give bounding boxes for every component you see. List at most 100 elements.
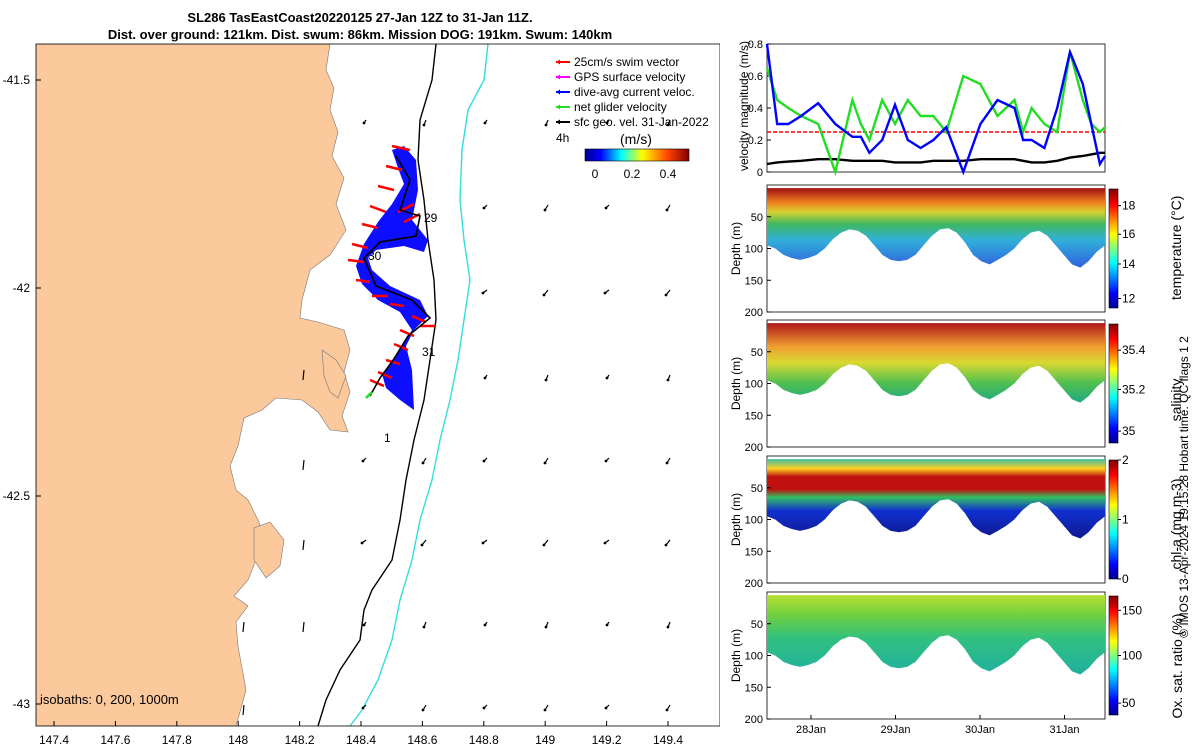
- legend-arrowhead: [556, 59, 560, 65]
- day-label: 31: [422, 345, 436, 359]
- geo-velocity-arrowhead: [605, 121, 609, 125]
- velocity-ytick-label: 0.8: [748, 39, 763, 51]
- geo-velocity-arrowhead: [482, 459, 486, 463]
- colorbar-tick-label: 16: [1122, 227, 1136, 241]
- lon-tick-label: 149.2: [592, 733, 622, 747]
- geo-velocity-arrowhead: [605, 623, 609, 627]
- section-ytick-label: 200: [745, 307, 763, 319]
- section-ylabel: Depth (m): [729, 357, 743, 410]
- day-label: 30: [368, 249, 382, 263]
- day-label: 1: [384, 431, 391, 445]
- colorbar-tick-label: 35.2: [1122, 382, 1146, 396]
- velocity-series-line: [765, 43, 1107, 176]
- glider-track-line: [363, 155, 432, 397]
- geo-velocity-arrowhead: [544, 378, 548, 382]
- section-ytick-label: 50: [751, 347, 763, 359]
- geo-velocity-arrowhead: [481, 541, 485, 545]
- colorbar-unit: (m/s): [620, 131, 652, 147]
- section-ytick-label: 100: [745, 515, 763, 527]
- colorbar-tick-label: 12: [1122, 291, 1136, 305]
- geo-velocity-arrowhead: [664, 543, 668, 547]
- isobaths-note: isobaths: 0, 200, 1000m: [40, 692, 179, 707]
- section-data-field: [767, 188, 1105, 268]
- lat-tick-label: -42: [13, 281, 31, 295]
- section-data-field: [767, 595, 1105, 675]
- island-north: [321, 349, 347, 399]
- geo-velocity-arrowhead: [420, 543, 424, 547]
- section-ytick-label: 150: [745, 546, 763, 558]
- geo-velocity-arrow: [302, 539, 305, 551]
- geo-velocity-arrowhead: [361, 459, 365, 463]
- geo-velocity-arrowhead: [481, 291, 485, 295]
- geo-velocity-arrowhead: [666, 625, 670, 629]
- geo-velocity-arrowhead: [482, 706, 486, 710]
- legend-label: GPS surface velocity: [574, 70, 685, 84]
- legend-arrowhead: [556, 119, 560, 125]
- legend-label: dive-avg current veloc.: [574, 85, 695, 99]
- section-ytick-label: 200: [745, 442, 763, 454]
- map-axes: 147.4 147.6 147.8 148 148.2 148.4 148.6 148.8 14…: [3, 73, 684, 747]
- geo-velocity-arrowhead: [604, 706, 608, 710]
- temperature-colorbar-label: temperature (°C): [1168, 195, 1184, 300]
- section-colorbar: [1108, 323, 1119, 444]
- geo-velocity-arrowhead: [483, 623, 487, 627]
- velocity-ylabel: velocity magnitude (m/s): [737, 40, 751, 171]
- lat-tick-label: -42.5: [3, 489, 31, 503]
- geo-velocity-arrowhead: [422, 123, 426, 127]
- section-ylabel: Depth (m): [729, 493, 743, 546]
- velocity-ytick-label: 0: [757, 167, 763, 179]
- geo-velocity-arrowhead: [482, 206, 486, 210]
- net-glider-velocity-segment: [365, 391, 373, 399]
- time-step-label: 4h: [556, 131, 569, 145]
- geo-velocity-arrowhead: [543, 208, 547, 212]
- time-tick-label: 28Jan: [796, 724, 826, 736]
- geo-velocity-arrowhead: [483, 376, 487, 380]
- velocity-plot-frame: [766, 43, 1106, 173]
- island-south: [253, 521, 285, 579]
- geo-velocity-arrowhead: [604, 206, 608, 210]
- colorbar-tick-label: 100: [1122, 649, 1142, 663]
- geo-velocity-arrowhead: [360, 541, 364, 545]
- section-ytick-label: 100: [745, 244, 763, 256]
- geo-velocity-arrow: [302, 459, 305, 471]
- colorbar-tick-label: 14: [1122, 257, 1136, 271]
- section-ytick-label: 150: [745, 275, 763, 287]
- section-colorbar: [1108, 459, 1119, 580]
- lon-tick-label: 147.8: [162, 733, 192, 747]
- geo-velocity-arrowhead: [421, 461, 425, 465]
- time-tick-label: 29Jan: [881, 724, 911, 736]
- tasmania-land: [36, 44, 351, 726]
- section-colorbar: [1108, 188, 1119, 309]
- lat-tick-label: -41.5: [3, 73, 31, 87]
- credit-line: © IMOS 13-Apr-2024 19:15:28 Hobart time.…: [1177, 336, 1191, 638]
- legend-arrowhead: [556, 104, 560, 110]
- geo-velocity-arrowhead: [542, 293, 546, 297]
- velocity-ytick-label: 0.2: [748, 135, 763, 147]
- geo-velocity-arrowhead: [666, 378, 670, 382]
- lon-tick-label: 148.4: [346, 733, 376, 747]
- geo-velocity-arrowhead: [665, 461, 669, 465]
- geo-velocity-arrowhead: [362, 121, 366, 125]
- geo-velocity-arrowhead: [666, 123, 670, 127]
- section-ytick-label: 200: [745, 714, 763, 726]
- legend-label: 25cm/s swim vector: [574, 55, 679, 69]
- map-frame: [35, 43, 720, 727]
- section-ytick-label: 150: [745, 682, 763, 694]
- geo-velocity-arrowhead: [544, 123, 548, 127]
- section-ylabel: Depth (m): [729, 222, 743, 275]
- velocity-ytick-label: 0.4: [748, 103, 763, 115]
- lon-tick-label: 148.6: [407, 733, 437, 747]
- section-ytick-label: 200: [745, 578, 763, 590]
- lat-tick-label: -43: [13, 697, 31, 711]
- colorbar-tick-label: 50: [1122, 696, 1136, 710]
- section-data-field: [767, 459, 1105, 539]
- colorbar-tick-label: 2: [1122, 453, 1129, 467]
- velocity-series-line: [766, 151, 1105, 166]
- geo-velocity-arrowhead: [362, 623, 366, 627]
- geo-velocity-arrowhead: [603, 541, 607, 545]
- section-ytick-label: 100: [745, 379, 763, 391]
- geo-velocity-arrowhead: [544, 625, 548, 629]
- velocity-ytick-label: 0.6: [748, 71, 763, 83]
- geo-velocity-arrow: [302, 621, 305, 633]
